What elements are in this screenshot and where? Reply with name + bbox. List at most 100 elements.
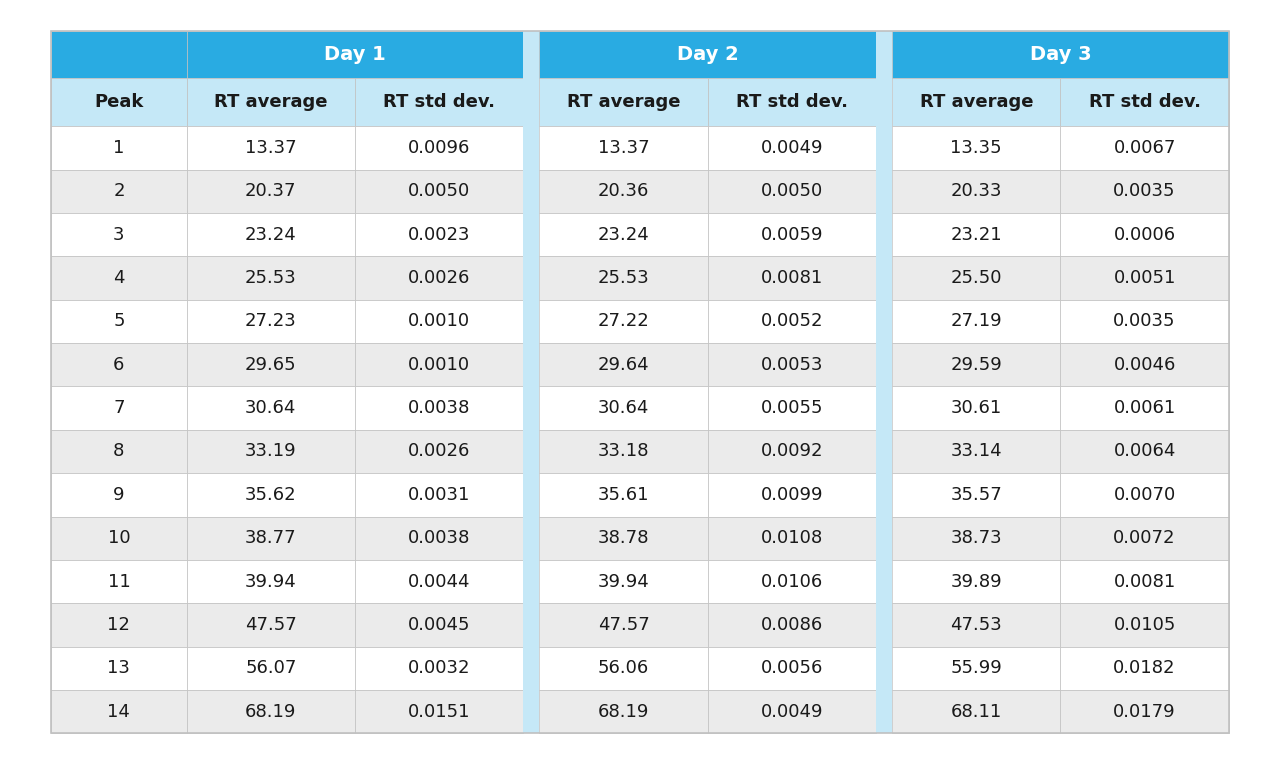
Text: Day 3: Day 3 bbox=[1029, 45, 1092, 64]
Text: 0.0081: 0.0081 bbox=[760, 269, 823, 287]
Text: 0.0105: 0.0105 bbox=[1114, 616, 1176, 634]
Text: 11: 11 bbox=[108, 572, 131, 591]
Bar bbox=[1060, 473, 1229, 516]
Bar bbox=[187, 126, 355, 170]
Text: 0.0056: 0.0056 bbox=[760, 659, 823, 678]
Text: 0.0072: 0.0072 bbox=[1114, 529, 1176, 547]
Text: 0.0081: 0.0081 bbox=[1114, 572, 1176, 591]
Bar bbox=[1060, 170, 1229, 213]
Bar bbox=[1060, 79, 1229, 126]
Bar bbox=[539, 170, 708, 213]
Bar bbox=[876, 560, 892, 604]
Bar bbox=[708, 213, 876, 256]
Text: 23.21: 23.21 bbox=[951, 225, 1002, 244]
Bar bbox=[355, 256, 524, 299]
Bar bbox=[876, 430, 892, 473]
Bar bbox=[1060, 256, 1229, 299]
Bar bbox=[355, 430, 524, 473]
Text: 29.64: 29.64 bbox=[598, 356, 649, 374]
Bar bbox=[876, 126, 892, 170]
Text: 39.89: 39.89 bbox=[951, 572, 1002, 591]
Bar bbox=[51, 560, 187, 604]
Bar bbox=[1060, 343, 1229, 387]
Text: RT average: RT average bbox=[214, 93, 328, 112]
Bar bbox=[524, 213, 539, 256]
Bar bbox=[892, 126, 1060, 170]
Text: 68.19: 68.19 bbox=[244, 703, 297, 720]
Text: 0.0010: 0.0010 bbox=[408, 312, 470, 330]
Bar bbox=[355, 126, 524, 170]
Text: 6: 6 bbox=[113, 356, 124, 374]
Text: 39.94: 39.94 bbox=[244, 572, 297, 591]
Text: 0.0061: 0.0061 bbox=[1114, 399, 1176, 417]
Bar bbox=[51, 387, 187, 430]
Bar bbox=[524, 79, 539, 126]
Text: 29.65: 29.65 bbox=[244, 356, 297, 374]
Bar bbox=[876, 604, 892, 646]
Text: 35.61: 35.61 bbox=[598, 486, 649, 504]
Bar bbox=[892, 604, 1060, 646]
Bar bbox=[187, 516, 355, 560]
Bar bbox=[708, 604, 876, 646]
Bar bbox=[539, 604, 708, 646]
Text: 0.0092: 0.0092 bbox=[760, 442, 823, 461]
Bar bbox=[539, 31, 876, 79]
Bar bbox=[51, 126, 187, 170]
Text: Peak: Peak bbox=[95, 93, 143, 112]
Text: 13: 13 bbox=[108, 659, 131, 678]
Text: 30.64: 30.64 bbox=[598, 399, 649, 417]
Bar bbox=[524, 690, 539, 733]
Bar bbox=[708, 387, 876, 430]
Bar bbox=[708, 560, 876, 604]
Text: 27.19: 27.19 bbox=[951, 312, 1002, 330]
Text: RT average: RT average bbox=[567, 93, 680, 112]
Text: 68.19: 68.19 bbox=[598, 703, 649, 720]
Text: 55.99: 55.99 bbox=[950, 659, 1002, 678]
Bar bbox=[355, 473, 524, 516]
Text: 38.73: 38.73 bbox=[951, 529, 1002, 547]
Bar bbox=[51, 473, 187, 516]
Text: 0.0049: 0.0049 bbox=[760, 703, 823, 720]
Bar bbox=[892, 473, 1060, 516]
Bar bbox=[876, 516, 892, 560]
Bar bbox=[524, 299, 539, 343]
Bar bbox=[1060, 516, 1229, 560]
Text: Day 2: Day 2 bbox=[677, 45, 739, 64]
Text: 13.37: 13.37 bbox=[598, 139, 649, 157]
Bar bbox=[539, 473, 708, 516]
Bar bbox=[539, 560, 708, 604]
Bar bbox=[876, 170, 892, 213]
Bar bbox=[524, 604, 539, 646]
Bar bbox=[355, 170, 524, 213]
Bar bbox=[539, 343, 708, 387]
Text: 23.24: 23.24 bbox=[598, 225, 649, 244]
Bar bbox=[876, 387, 892, 430]
Bar bbox=[524, 126, 539, 170]
Bar bbox=[1060, 690, 1229, 733]
Text: 25.53: 25.53 bbox=[598, 269, 649, 287]
Bar bbox=[51, 213, 187, 256]
Text: 30.64: 30.64 bbox=[244, 399, 297, 417]
Text: 0.0096: 0.0096 bbox=[408, 139, 470, 157]
Text: 8: 8 bbox=[113, 442, 124, 461]
Text: 0.0052: 0.0052 bbox=[760, 312, 823, 330]
Text: 23.24: 23.24 bbox=[244, 225, 297, 244]
Text: 0.0053: 0.0053 bbox=[760, 356, 823, 374]
Bar bbox=[187, 560, 355, 604]
Bar bbox=[876, 79, 892, 126]
Bar bbox=[187, 646, 355, 690]
Bar bbox=[876, 473, 892, 516]
Text: 0.0050: 0.0050 bbox=[760, 183, 823, 200]
Bar bbox=[355, 213, 524, 256]
Text: 0.0106: 0.0106 bbox=[760, 572, 823, 591]
Text: 39.94: 39.94 bbox=[598, 572, 649, 591]
Bar bbox=[1060, 387, 1229, 430]
Bar bbox=[187, 31, 524, 79]
Text: 0.0035: 0.0035 bbox=[1114, 312, 1176, 330]
Text: 56.07: 56.07 bbox=[244, 659, 297, 678]
Bar bbox=[51, 31, 187, 79]
Bar bbox=[708, 126, 876, 170]
Bar bbox=[187, 79, 355, 126]
Text: 20.37: 20.37 bbox=[244, 183, 297, 200]
Bar bbox=[524, 31, 539, 79]
